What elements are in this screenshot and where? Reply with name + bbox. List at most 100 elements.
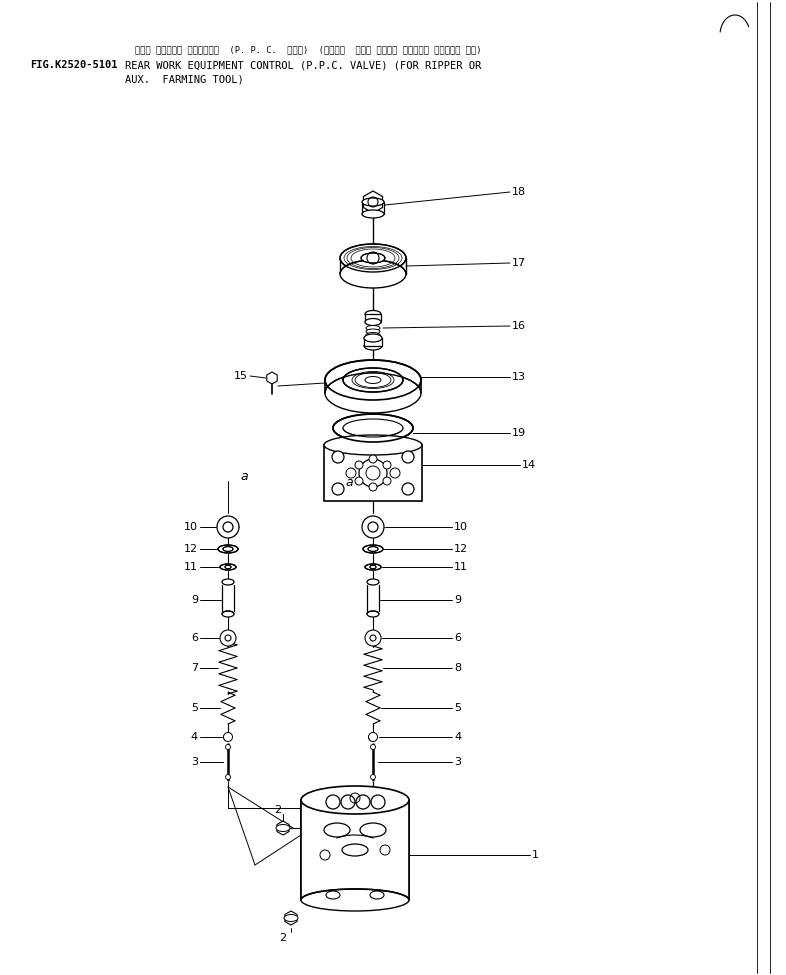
Circle shape <box>332 451 344 463</box>
Circle shape <box>332 483 344 495</box>
Text: 2: 2 <box>280 933 287 943</box>
Circle shape <box>383 477 391 485</box>
Text: 6: 6 <box>191 633 198 643</box>
Text: 4: 4 <box>454 732 461 742</box>
Ellipse shape <box>343 419 403 437</box>
Ellipse shape <box>361 253 385 263</box>
Text: 3: 3 <box>191 757 198 767</box>
Ellipse shape <box>364 334 382 342</box>
Ellipse shape <box>225 566 231 568</box>
Circle shape <box>226 774 230 779</box>
Ellipse shape <box>325 360 421 400</box>
Polygon shape <box>363 191 383 213</box>
Text: リヤー サギ・ヨキ コントロール  (P. P. C.  バルブ)  (リッパー  マタハ ノウコウ サギ・ヨキ ソウチャク ヨウ): リヤー サギ・ヨキ コントロール (P. P. C. バルブ) (リッパー マタ… <box>135 46 482 55</box>
Circle shape <box>217 516 239 538</box>
Text: 13: 13 <box>512 372 526 382</box>
Ellipse shape <box>366 336 380 341</box>
Polygon shape <box>277 821 289 835</box>
Circle shape <box>226 745 230 750</box>
Circle shape <box>371 795 385 809</box>
Text: 18: 18 <box>512 187 526 197</box>
Ellipse shape <box>324 435 422 455</box>
Text: FIG.K2520-5101: FIG.K2520-5101 <box>30 60 117 70</box>
Text: 6: 6 <box>454 633 461 643</box>
Ellipse shape <box>284 915 298 921</box>
Circle shape <box>220 630 236 646</box>
Ellipse shape <box>301 786 409 814</box>
Circle shape <box>320 850 330 860</box>
Text: 15: 15 <box>234 371 248 381</box>
Ellipse shape <box>218 545 238 553</box>
Text: 12: 12 <box>184 544 198 554</box>
Circle shape <box>359 459 387 487</box>
Circle shape <box>402 483 414 495</box>
Circle shape <box>370 745 376 750</box>
Circle shape <box>370 774 376 779</box>
Circle shape <box>355 477 363 485</box>
Ellipse shape <box>222 611 234 617</box>
Circle shape <box>390 468 400 478</box>
Circle shape <box>362 516 384 538</box>
Ellipse shape <box>326 891 340 899</box>
Text: 19: 19 <box>512 428 526 438</box>
Ellipse shape <box>370 566 376 568</box>
Ellipse shape <box>370 891 384 899</box>
Text: REAR WORK EQUIPMENT CONTROL (P.P.C. VALVE) (FOR RIPPER OR: REAR WORK EQUIPMENT CONTROL (P.P.C. VALV… <box>125 60 481 70</box>
Circle shape <box>402 451 414 463</box>
Text: 4: 4 <box>191 732 198 742</box>
Bar <box>324 445 422 501</box>
Ellipse shape <box>340 244 406 272</box>
Circle shape <box>369 455 377 463</box>
Text: 10: 10 <box>184 522 198 532</box>
Ellipse shape <box>364 342 382 350</box>
Text: 12: 12 <box>454 544 468 554</box>
Ellipse shape <box>342 844 368 856</box>
Circle shape <box>341 795 355 809</box>
Ellipse shape <box>363 545 383 553</box>
Text: 8: 8 <box>454 663 461 673</box>
Text: 2: 2 <box>274 805 281 815</box>
Text: 16: 16 <box>512 321 526 331</box>
Ellipse shape <box>276 825 290 832</box>
Circle shape <box>346 468 356 478</box>
Bar <box>301 800 409 900</box>
Ellipse shape <box>367 611 379 617</box>
Text: 7: 7 <box>191 663 198 673</box>
Ellipse shape <box>340 260 406 288</box>
Ellipse shape <box>324 823 350 837</box>
Circle shape <box>383 461 391 469</box>
Circle shape <box>326 795 340 809</box>
Ellipse shape <box>343 368 403 392</box>
Text: 5: 5 <box>191 703 198 713</box>
Ellipse shape <box>366 332 380 337</box>
Text: a: a <box>240 471 248 484</box>
Ellipse shape <box>365 564 381 570</box>
Circle shape <box>369 483 377 491</box>
Ellipse shape <box>366 339 380 344</box>
Text: a: a <box>345 476 353 488</box>
Ellipse shape <box>368 547 378 552</box>
Ellipse shape <box>333 414 413 442</box>
Circle shape <box>355 461 363 469</box>
Polygon shape <box>285 911 297 925</box>
Ellipse shape <box>365 319 381 326</box>
Text: 9: 9 <box>191 595 198 605</box>
Text: 17: 17 <box>512 258 526 268</box>
Ellipse shape <box>367 579 379 585</box>
Text: 5: 5 <box>454 703 461 713</box>
Text: 9: 9 <box>454 595 461 605</box>
Ellipse shape <box>222 579 234 585</box>
Ellipse shape <box>365 310 381 318</box>
Ellipse shape <box>301 889 409 911</box>
Bar <box>365 314 381 322</box>
Ellipse shape <box>360 823 386 837</box>
Circle shape <box>365 630 381 646</box>
Text: AUX.  FARMING TOOL): AUX. FARMING TOOL) <box>125 75 244 85</box>
Text: 1: 1 <box>532 850 539 860</box>
Bar <box>364 338 382 346</box>
Ellipse shape <box>366 329 380 334</box>
Text: 14: 14 <box>522 460 536 470</box>
Ellipse shape <box>366 326 380 331</box>
Circle shape <box>356 795 370 809</box>
Ellipse shape <box>362 210 384 218</box>
